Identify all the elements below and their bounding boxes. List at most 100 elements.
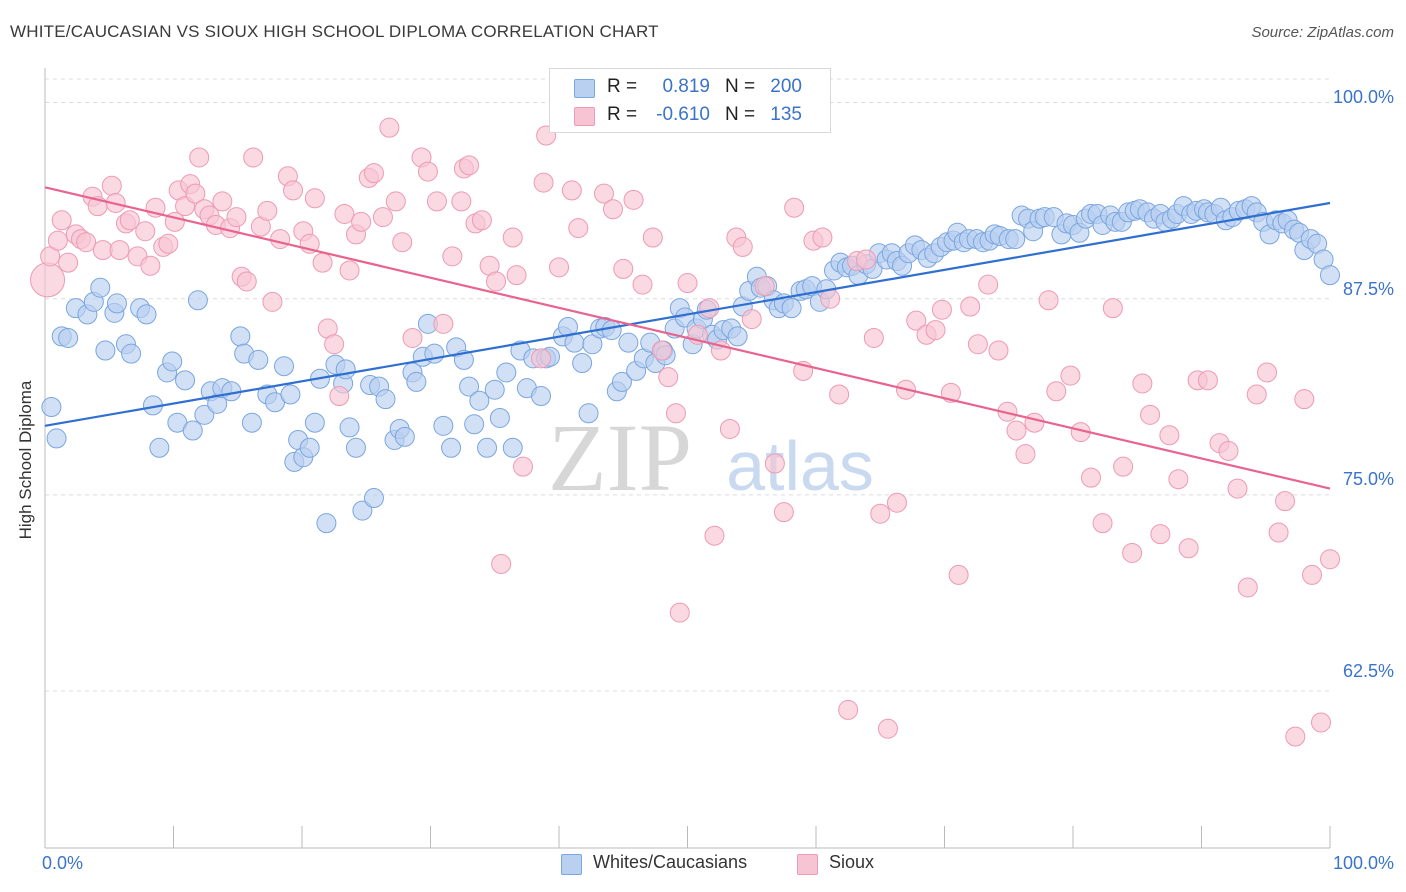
whites-point [241, 412, 262, 433]
sioux-point [1227, 478, 1248, 499]
legend-r-label: R = [607, 76, 638, 97]
sioux-point [623, 189, 644, 210]
series-sioux [30, 105, 1340, 747]
sioux-point [212, 191, 233, 212]
sioux-point [764, 453, 785, 474]
whites-point [1320, 265, 1340, 286]
bottom-legend-label-sioux: Sioux [829, 852, 875, 872]
legend-row-whites: R = 0.819 N = 200 [550, 73, 830, 101]
sioux-point [1113, 456, 1134, 477]
whites-point [572, 353, 593, 374]
sioux-point [1122, 542, 1143, 563]
whites-point [394, 426, 415, 447]
sioux-point [704, 525, 725, 546]
legend-n-value: 135 [770, 104, 802, 125]
legend-r-label: R = [607, 104, 638, 125]
bottom-legend-swatch-blue [561, 854, 582, 875]
sioux-point [886, 492, 907, 513]
sioux-point [1046, 381, 1067, 402]
sioux-point [1285, 726, 1306, 747]
sioux-point [1197, 370, 1218, 391]
sioux-point [257, 200, 278, 221]
legend-n-label: N = [725, 76, 756, 97]
whites-point [345, 437, 366, 458]
sioux-point [385, 191, 406, 212]
whites-point [149, 437, 170, 458]
sioux-point [1038, 290, 1059, 311]
sioux-point [1015, 444, 1036, 465]
sioux-point [442, 246, 463, 267]
sioux-point [863, 327, 884, 348]
sioux-point [491, 553, 512, 574]
sioux-point [877, 718, 898, 739]
sioux-point [1060, 365, 1081, 386]
sioux-point [856, 249, 877, 270]
sioux-point [1257, 362, 1278, 383]
bottom-legend-label-whites: Whites/Caucasians [593, 852, 748, 872]
legend-r-value: -0.610 [656, 104, 710, 125]
sioux-point [1311, 712, 1332, 733]
whites-point [136, 304, 157, 325]
sioux-point [632, 274, 653, 295]
sioux-point [906, 310, 927, 331]
whites-point [531, 386, 552, 407]
bottom-legend-whites: Whites/Caucasians [561, 852, 748, 875]
sioux-point [101, 175, 122, 196]
sioux-point [304, 188, 325, 209]
sioux-point [812, 227, 833, 248]
sioux-point [1159, 425, 1180, 446]
whites-point [406, 371, 427, 392]
legend-row-sioux: R = -0.610 N = 135 [550, 101, 830, 129]
whites-point [727, 326, 748, 347]
whites-point [106, 293, 127, 314]
sioux-point [30, 262, 66, 298]
sioux-point [226, 207, 247, 228]
sioux-point [1150, 524, 1171, 545]
sioux-point [568, 218, 589, 239]
sioux-point [925, 320, 946, 341]
sioux-point [339, 260, 360, 281]
sioux-point [158, 233, 179, 254]
sioux-point [334, 203, 355, 224]
sioux-point [76, 232, 97, 253]
sioux-point [593, 183, 614, 204]
sioux-point [1006, 420, 1027, 441]
sioux-point [459, 155, 480, 176]
sioux-point [773, 502, 794, 523]
sioux-point [119, 210, 140, 231]
sioux-point [109, 240, 130, 261]
sioux-point [92, 240, 113, 261]
whites-point [335, 359, 356, 380]
trend-lines [44, 186, 1331, 490]
whites-point [618, 332, 639, 353]
sioux-point [312, 252, 333, 273]
sioux-point [140, 255, 161, 276]
sioux-point [1132, 373, 1153, 394]
sioux-point [426, 191, 447, 212]
sioux-point [829, 384, 850, 405]
sioux-point [402, 327, 423, 348]
whites-point [441, 437, 462, 458]
legend-n-label: N = [725, 104, 756, 125]
whites-point [121, 343, 142, 364]
sioux-point [948, 564, 969, 585]
x-tick-label-0: 0.0% [42, 853, 84, 873]
whites-point [248, 349, 269, 370]
sioux-point [1080, 467, 1101, 488]
series-whites-caucasians [41, 196, 1340, 534]
sioux-point [741, 309, 762, 330]
sioux-point [363, 163, 384, 184]
whites-point [477, 437, 498, 458]
sioux-point [1218, 440, 1239, 461]
legend-r-value: 0.819 [662, 76, 710, 97]
bottom-legend-sioux: Sioux [797, 852, 875, 875]
sioux-point [189, 147, 210, 168]
legend-n-value: 200 [770, 76, 802, 97]
sioux-point [1168, 469, 1189, 490]
sioux-point [784, 197, 805, 218]
sioux-point [135, 221, 156, 242]
y-tick-label-62-5: 62.5% [1342, 661, 1394, 681]
sioux-point [379, 117, 400, 138]
whites-point [46, 428, 67, 449]
